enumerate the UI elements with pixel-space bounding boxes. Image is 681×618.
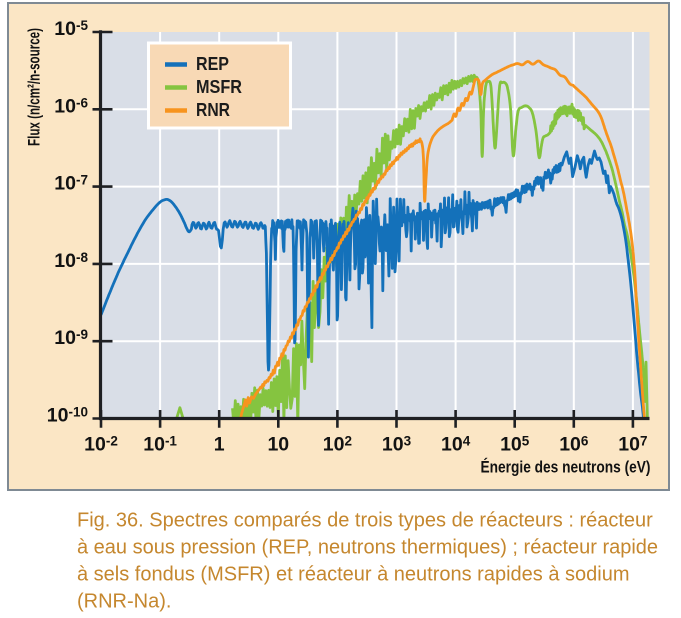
svg-text:1: 1 [214, 434, 225, 456]
svg-text:MSFR: MSFR [196, 77, 242, 97]
svg-text:Énergie des neutrons (eV): Énergie des neutrons (eV) [481, 458, 651, 477]
svg-text:Fig. 36. Spectres comparés de: Fig. 36. Spectres comparés de trois type… [77, 510, 653, 532]
svg-text:REP: REP [196, 54, 229, 74]
svg-text:10: 10 [267, 434, 289, 456]
svg-text:à eau sous pression (REP, neut: à eau sous pression (REP, neutrons therm… [77, 536, 658, 558]
svg-text:(RNR-Na).: (RNR-Na). [77, 591, 171, 613]
svg-text:Flux (n/cm²/n-source): Flux (n/cm²/n-source) [25, 28, 44, 146]
svg-text:à sels fondus (MSFR) et réacte: à sels fondus (MSFR) et réacteur à neutr… [77, 564, 629, 586]
svg-text:RNR: RNR [196, 100, 230, 120]
